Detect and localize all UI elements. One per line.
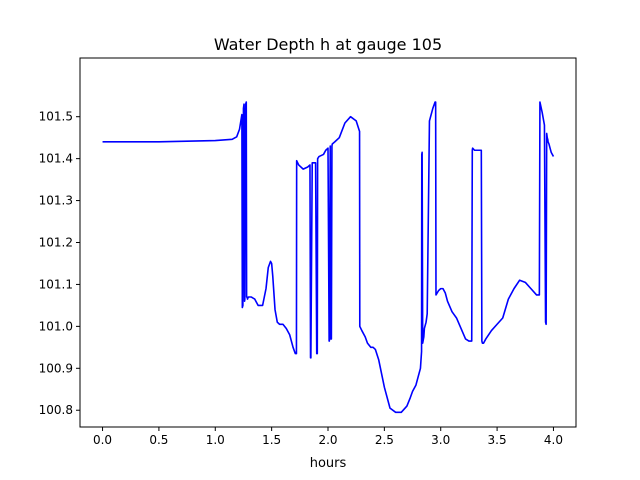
x-tick-label: 1.5 [262, 433, 281, 447]
chart-title: Water Depth h at gauge 105 [214, 35, 442, 54]
x-tick-label: 4.0 [544, 433, 563, 447]
x-tick-label: 2.0 [318, 433, 337, 447]
series-layer [102, 101, 555, 414]
x-tick-label: 2.5 [375, 433, 394, 447]
x-tick-label: 3.5 [488, 433, 507, 447]
x-tick-label: 1.0 [206, 433, 225, 447]
y-tick-label: 100.9 [39, 361, 73, 375]
y-tick-label: 101.4 [39, 152, 73, 166]
y-axis: 100.8 100.9 101.0 101.1 101.2 101.3 101.4 101.5 [39, 110, 80, 417]
x-axis-label: hours [310, 456, 347, 471]
x-tick-label: 0.0 [93, 433, 112, 447]
y-tick-label: 101.5 [39, 110, 73, 124]
y-tick-label: 100.8 [39, 403, 73, 417]
y-tick-label: 101.0 [39, 319, 73, 333]
y-tick-label: 101.1 [39, 277, 73, 291]
y-tick-label: 101.3 [39, 194, 73, 208]
x-axis: 0.0 0.5 1.0 1.5 2.0 2.5 3.0 3.5 4.0 [93, 427, 563, 447]
y-tick-label: 101.2 [39, 236, 73, 250]
x-tick-label: 0.5 [149, 433, 168, 447]
series-line-0 [102, 101, 555, 414]
x-tick-label: 3.0 [431, 433, 450, 447]
plot-frame [79, 57, 577, 428]
